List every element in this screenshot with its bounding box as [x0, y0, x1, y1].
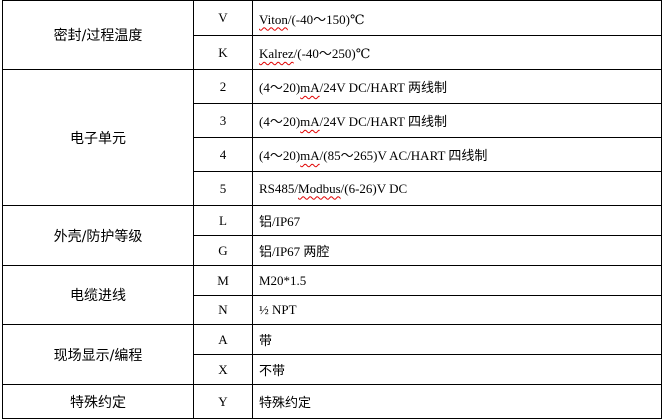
table-row: N ½ NPT: [3, 295, 662, 325]
table-row: 密封/过程温度 V Viton/(-40～150)℃: [2, 0, 662, 70]
option-description: 不带: [252, 354, 662, 385]
table-row: 4 (4～20)mA/(85～265)V AC/HART 四线制: [3, 137, 662, 172]
option-code: 5: [193, 171, 253, 206]
option-code: L: [193, 205, 253, 236]
option-code: V: [193, 0, 253, 36]
category-cell: 外壳/防护等级: [2, 205, 194, 266]
spellcheck-word: Viton: [259, 11, 288, 27]
table-row: X 不带: [3, 354, 662, 385]
category-cell: 现场显示/编程: [2, 324, 194, 385]
description-text: ½ NPT: [259, 302, 297, 317]
option-code: X: [193, 354, 253, 385]
option-code: 3: [193, 103, 253, 138]
table-row: 现场显示/编程 A 带: [2, 324, 662, 385]
description-text: 不带: [259, 363, 286, 378]
description-text: 带: [259, 333, 273, 348]
option-code: Y: [193, 384, 253, 419]
category-cell: 特殊约定: [2, 384, 194, 419]
option-description: (4～20)mA/(85～265)V AC/HART 四线制: [252, 137, 662, 172]
table-row: 外壳/防护等级 L 铝/IP67: [2, 205, 662, 266]
description-text: /(85～265)V AC/HART 四线制: [319, 148, 488, 163]
option-code: G: [193, 235, 253, 266]
category-cell: 电子单元: [2, 69, 194, 206]
option-description: 带: [252, 324, 662, 355]
description-text: /(6-26)V DC: [340, 180, 408, 196]
description-text: (4～20): [259, 80, 301, 95]
spellcheck-word: mA: [300, 114, 320, 129]
description-text: /(-40～150)℃: [287, 11, 365, 27]
option-description: 特殊约定: [252, 384, 662, 419]
option-description: RS485/Modbus/(6-26)V DC: [252, 171, 662, 206]
description-text: M20*1.5: [259, 272, 307, 288]
option-description: M20*1.5: [252, 265, 662, 296]
table-row: 电缆进线 M M20*1.5: [2, 265, 662, 325]
spellcheck-word: Kalrez: [259, 46, 294, 61]
table-row: 特殊约定 Y 特殊约定: [2, 384, 662, 419]
description-text: /(-40～250)℃: [293, 46, 371, 61]
option-code: M: [193, 265, 253, 296]
option-description: 铝/IP67 两腔: [252, 235, 662, 266]
table-row: 3 (4～20)mA/24V DC/HART 四线制: [3, 103, 662, 138]
description-text: 特殊约定: [259, 395, 312, 410]
category-cell: 密封/过程温度: [2, 0, 194, 70]
option-description: Viton/(-40～150)℃: [252, 0, 662, 36]
description-text: 铝/IP67 两腔: [259, 244, 330, 259]
option-description: (4～20)mA/24V DC/HART 两线制: [252, 69, 662, 104]
spellcheck-word: mA: [300, 148, 320, 163]
description-text: (4～20): [259, 114, 301, 129]
table-row: 电子单元 2 (4～20)mA/24V DC/HART 两线制: [2, 69, 662, 206]
option-description: 铝/IP67: [252, 205, 662, 236]
description-text: (4～20): [259, 148, 301, 163]
spellcheck-word: Modbus: [298, 180, 341, 196]
option-description: (4～20)mA/24V DC/HART 四线制: [252, 103, 662, 138]
description-text: 铝/IP67: [259, 214, 301, 229]
option-code: A: [193, 324, 253, 355]
option-code: 4: [193, 137, 253, 172]
option-code: K: [193, 35, 253, 70]
category-cell: 电缆进线: [2, 265, 194, 325]
option-description: Kalrez/(-40～250)℃: [252, 35, 662, 70]
description-text: /24V DC/HART 两线制: [319, 80, 447, 95]
option-description: ½ NPT: [252, 295, 662, 325]
spellcheck-word: mA: [300, 80, 320, 95]
option-code: 2: [193, 69, 253, 104]
description-text: RS485/: [259, 180, 299, 196]
description-text: /24V DC/HART 四线制: [319, 114, 447, 129]
option-code: N: [193, 295, 253, 325]
